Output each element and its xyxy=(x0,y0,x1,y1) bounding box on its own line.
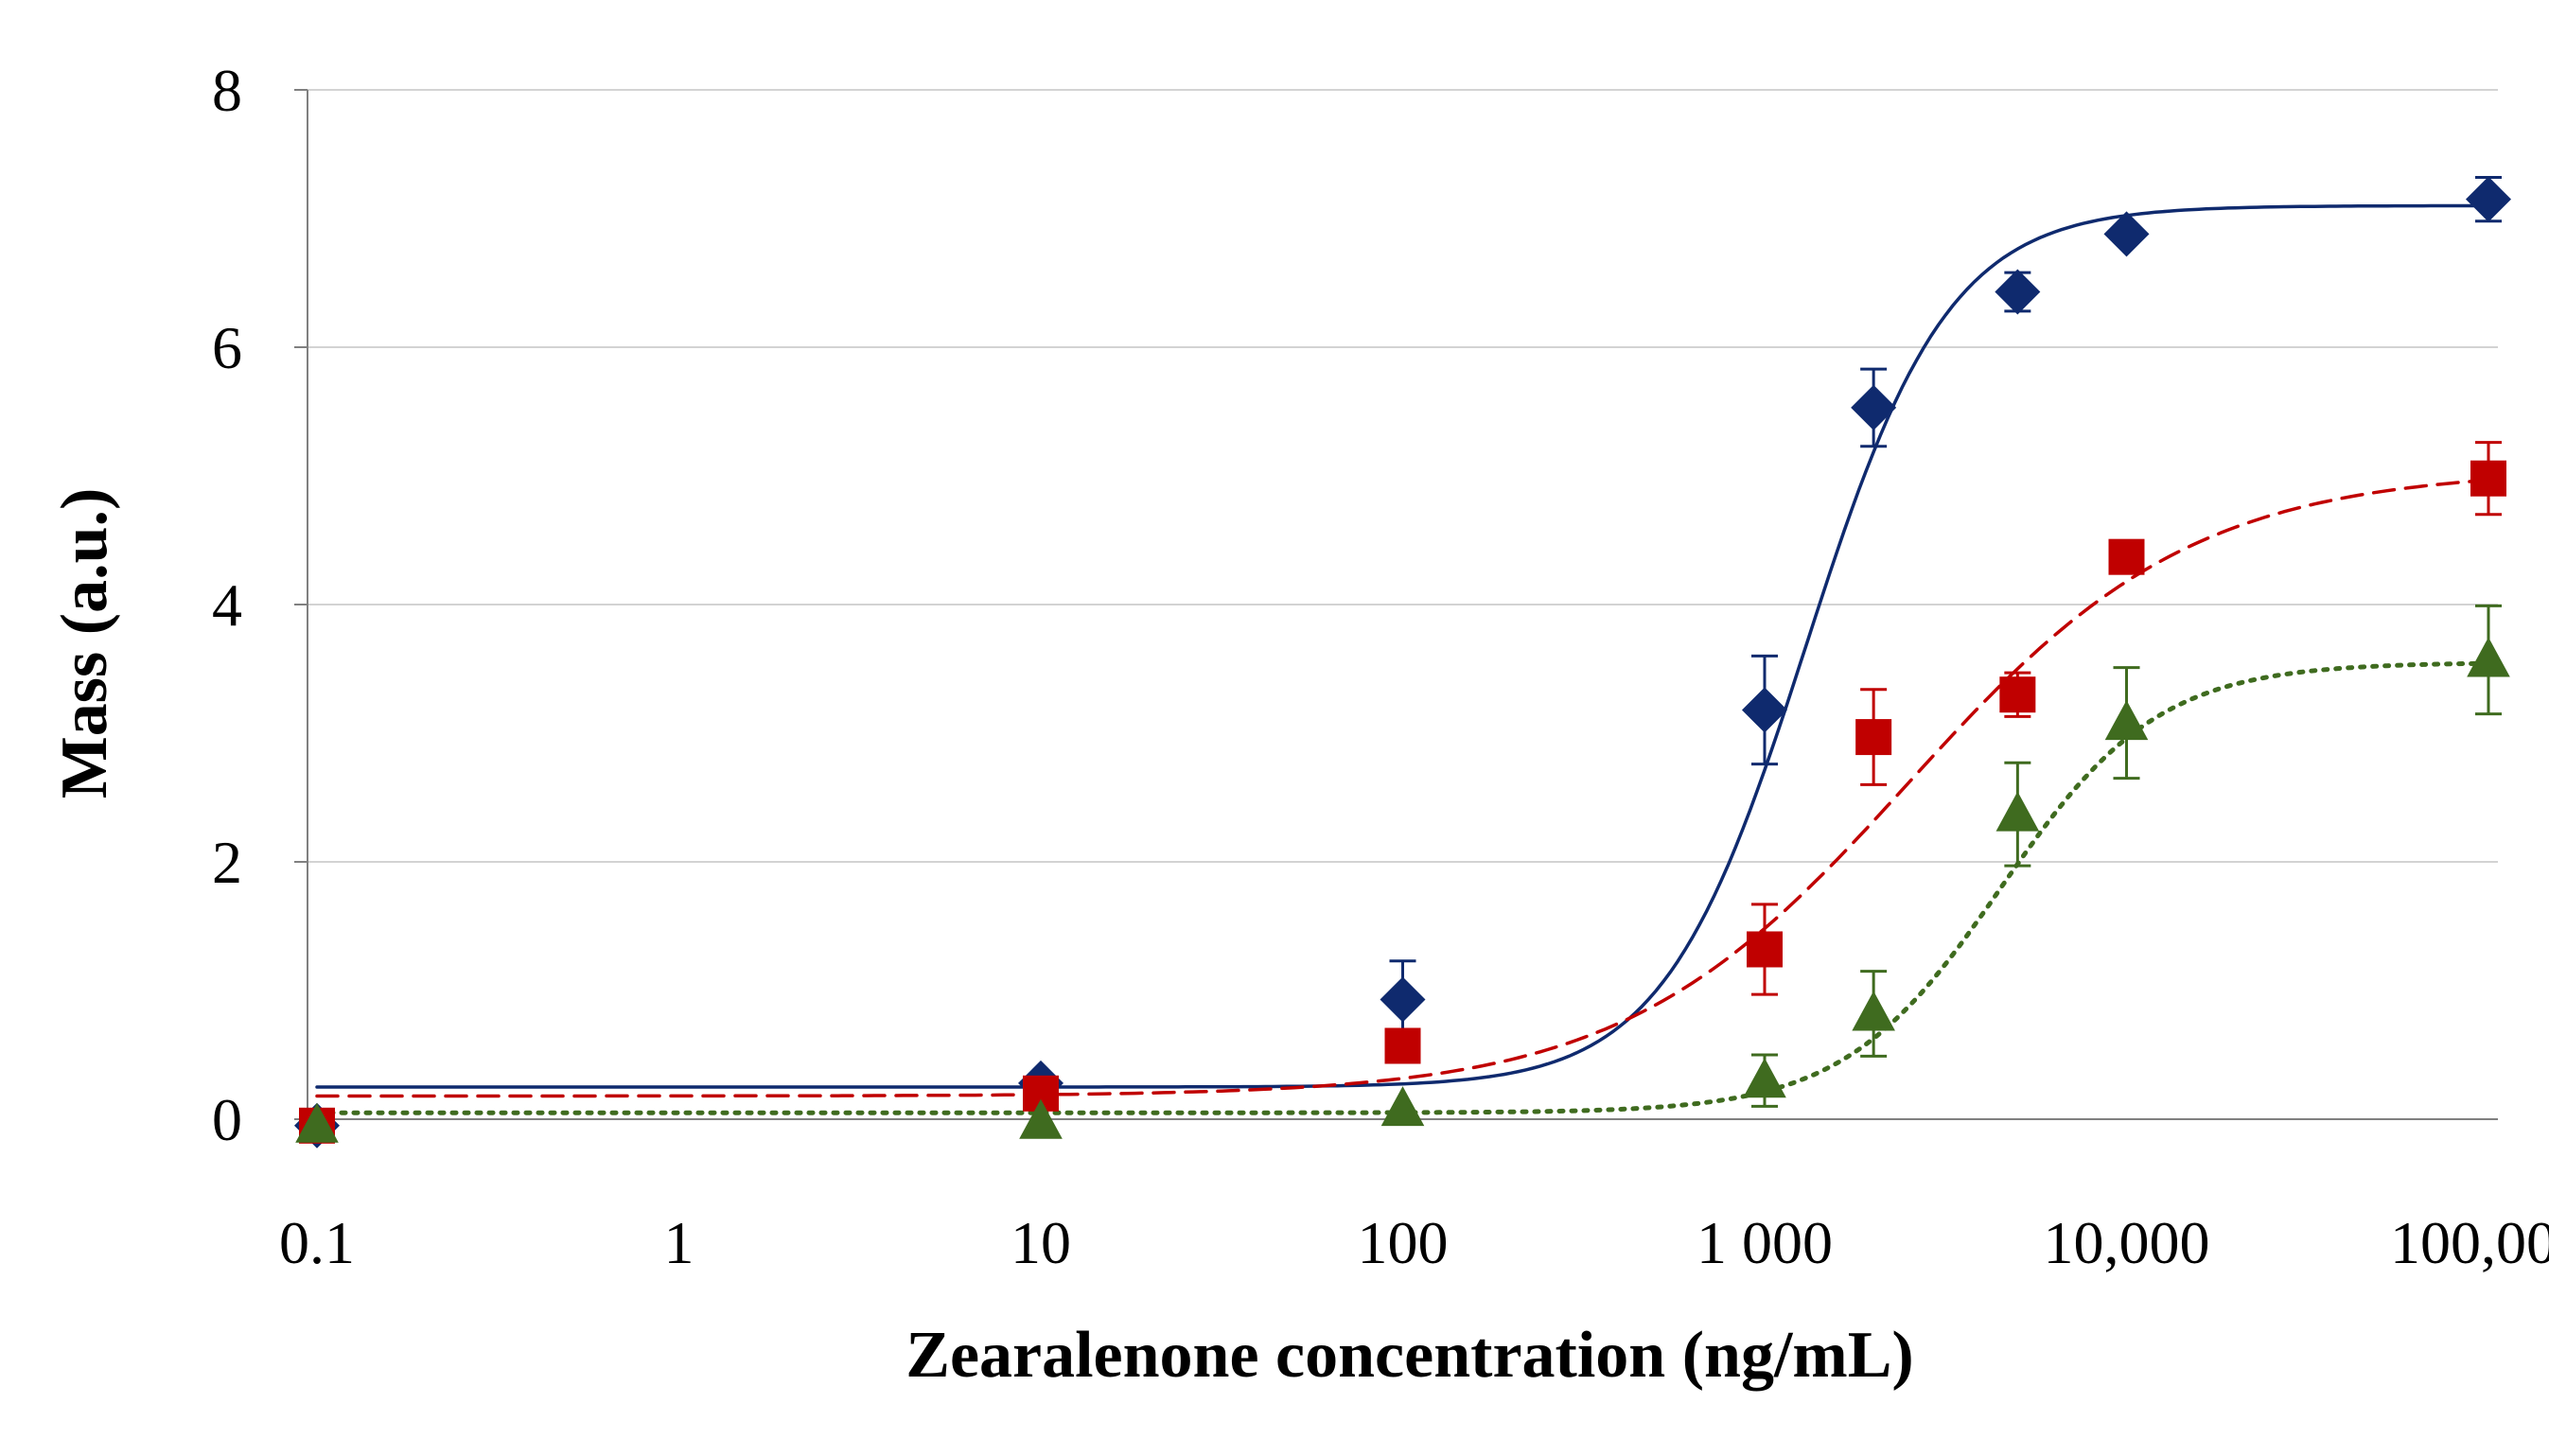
data-point-green xyxy=(1019,1098,1063,1139)
data-point-red xyxy=(1747,931,1783,968)
data-point-red xyxy=(2108,538,2145,575)
y-tick-label: 0 xyxy=(212,1086,242,1153)
x-tick-label: 1 xyxy=(664,1209,694,1276)
data-point-blue xyxy=(1851,384,1897,430)
x-tick-label: 100,000 xyxy=(2390,1209,2549,1276)
data-point-green xyxy=(1743,1058,1786,1098)
data-point-red xyxy=(1855,719,1892,756)
x-axis-title: Zearalenone concentration (ng/mL) xyxy=(905,1319,1913,1392)
data-point-red xyxy=(1999,676,2036,713)
data-point-red xyxy=(2470,460,2506,497)
data-point-red xyxy=(1384,1027,1421,1064)
fit-curve-red xyxy=(315,478,2490,1098)
data-point-green xyxy=(1995,791,2040,832)
x-tick-label: 0.1 xyxy=(279,1209,355,1276)
y-tick-label: 8 xyxy=(212,57,242,124)
data-point-blue xyxy=(1742,687,1787,733)
data-point-blue xyxy=(1380,976,1426,1023)
x-tick-label: 10 xyxy=(1011,1209,1071,1276)
tick-labels: 0 2 4 6 8 0.1 1 10 100 1 000 10,000 100,000 xyxy=(212,57,2549,1276)
data-point-green xyxy=(2467,637,2510,677)
data-point-green xyxy=(2104,700,2149,741)
data-point-blue xyxy=(2466,176,2511,222)
data-point-green xyxy=(295,1102,339,1143)
x-tick-label: 100 xyxy=(1358,1209,1449,1276)
x-tick-label: 10,000 xyxy=(2044,1209,2210,1276)
x-tick-label: 1 000 xyxy=(1696,1209,1833,1276)
y-tick-label: 4 xyxy=(212,571,242,639)
fit-curve-blue xyxy=(315,203,2490,1089)
y-tick-label: 2 xyxy=(212,829,242,896)
data-point-blue xyxy=(1995,269,2041,315)
y-axis-title: Mass (a.u.) xyxy=(48,488,121,799)
data-point-green xyxy=(1380,1086,1425,1127)
y-tick-label: 6 xyxy=(212,314,242,381)
data-point-green xyxy=(1852,991,1895,1031)
data-points xyxy=(294,175,2511,1149)
data-point-blue xyxy=(2103,211,2150,257)
gridlines xyxy=(308,89,2498,863)
